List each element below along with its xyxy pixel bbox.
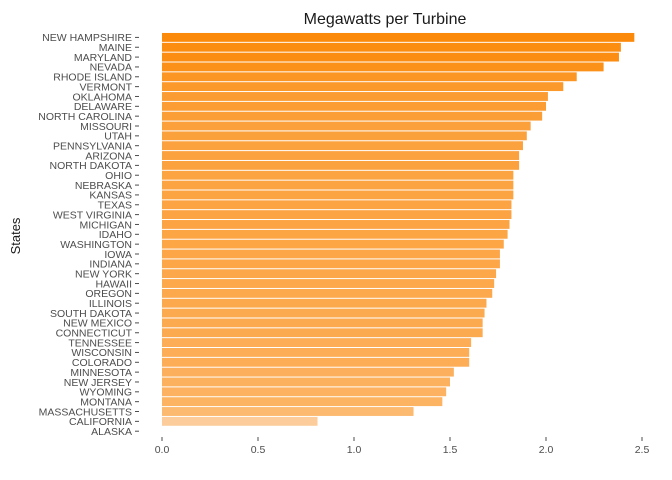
y-tick-label-maryland: MARYLAND bbox=[74, 52, 133, 64]
y-tick-label-ohio: OHIO bbox=[105, 170, 132, 182]
bar-maine bbox=[162, 42, 621, 52]
y-tick-label-idaho: IDAHO bbox=[99, 229, 132, 241]
y-tick-label-utah: UTAH bbox=[104, 131, 132, 143]
bar-connecticut bbox=[162, 328, 483, 338]
bar-wyoming bbox=[162, 387, 447, 397]
y-tick-label-washington: WASHINGTON bbox=[60, 239, 132, 251]
bar-hawaii bbox=[162, 279, 495, 288]
bar-washington bbox=[162, 239, 504, 249]
bar-pennsylvania bbox=[162, 141, 523, 151]
y-tick-label-north-dakota: NORTH DAKOTA bbox=[50, 160, 132, 172]
y-tick-label-minnesota: MINNESOTA bbox=[70, 367, 132, 379]
bar-indiana bbox=[162, 259, 500, 269]
y-tick-label-maine: MAINE bbox=[99, 42, 132, 54]
bar-tennessee bbox=[162, 338, 472, 348]
y-tick-label-new-york: NEW YORK bbox=[75, 268, 132, 280]
bar-texas bbox=[162, 200, 512, 210]
y-tick-label-wyoming: WYOMING bbox=[80, 387, 133, 399]
y-tick-label-nevada: NEVADA bbox=[90, 62, 132, 74]
bars-group bbox=[162, 32, 635, 426]
bar-minnesota bbox=[162, 367, 454, 377]
y-axis-title: States bbox=[8, 217, 23, 254]
bar-delaware bbox=[162, 101, 546, 111]
x-axis: 0.0 0.5 1.0 1.5 2.0 2.5 bbox=[155, 437, 650, 456]
bar-new-mexico bbox=[162, 318, 483, 328]
y-tick-label-tennessee: TENNESSEE bbox=[68, 337, 132, 349]
bar-new-york bbox=[162, 269, 497, 279]
y-tick-label-montana: MONTANA bbox=[80, 396, 132, 408]
bar-arizona bbox=[162, 151, 520, 160]
bar-iowa bbox=[162, 249, 500, 259]
y-tick-label-missouri: MISSOURI bbox=[80, 121, 132, 133]
y-tick-label-alaska: ALASKA bbox=[91, 426, 132, 438]
bar-wisconsin bbox=[162, 348, 470, 357]
y-tick-label-new-hampshire: NEW HAMPSHIRE bbox=[42, 32, 132, 44]
y-tick-label-indiana: INDIANA bbox=[89, 259, 132, 271]
bar-ohio bbox=[162, 170, 514, 180]
bar-new-jersey bbox=[162, 377, 450, 387]
y-tick-label-arizona: ARIZONA bbox=[85, 150, 132, 162]
y-tick-label-west-virginia: WEST VIRGINIA bbox=[53, 209, 132, 221]
y-tick-label-new-jersey: NEW JERSEY bbox=[64, 377, 132, 389]
y-tick-label-kansas: KANSAS bbox=[89, 190, 132, 202]
bar-new-hampshire bbox=[162, 32, 635, 42]
y-tick-label-oklahoma: OKLAHOMA bbox=[72, 91, 132, 103]
y-tick-label-wisconsin: WISCONSIN bbox=[71, 347, 132, 359]
y-tick-label-massachusetts: MASSACHUSETTS bbox=[39, 406, 132, 418]
bar-maryland bbox=[162, 52, 619, 62]
bar-oregon bbox=[162, 288, 493, 298]
y-tick-label-hawaii: HAWAII bbox=[95, 278, 132, 290]
x-tick-label: 2.5 bbox=[635, 444, 650, 456]
bar-idaho bbox=[162, 229, 508, 239]
x-tick-label: 1.0 bbox=[347, 444, 362, 456]
y-tick-label-colorado: COLORADO bbox=[72, 357, 132, 369]
y-tick-label-vermont: VERMONT bbox=[80, 81, 133, 93]
bar-illinois bbox=[162, 298, 487, 308]
bar-montana bbox=[162, 397, 443, 407]
bar-colorado bbox=[162, 357, 470, 367]
y-tick-label-pennsylvania: PENNSYLVANIA bbox=[53, 141, 132, 153]
bar-vermont bbox=[162, 82, 564, 92]
y-tick-label-new-mexico: NEW MEXICO bbox=[63, 318, 132, 330]
bar-north-dakota bbox=[162, 160, 520, 170]
x-tick-label: 0.5 bbox=[251, 444, 266, 456]
x-tick-label: 2.0 bbox=[539, 444, 554, 456]
bar-west-virginia bbox=[162, 210, 512, 220]
bar-kansas bbox=[162, 190, 514, 200]
bar-rhode-island bbox=[162, 72, 577, 82]
bar-nebraska bbox=[162, 180, 514, 190]
bar-north-carolina bbox=[162, 111, 543, 121]
y-tick-label-south-dakota: SOUTH DAKOTA bbox=[50, 308, 132, 320]
y-tick-label-oregon: OREGON bbox=[85, 288, 132, 300]
y-tick-label-delaware: DELAWARE bbox=[74, 101, 132, 113]
y-tick-label-connecticut: CONNECTICUT bbox=[56, 328, 133, 340]
y-tick-label-rhode-island: RHODE ISLAND bbox=[53, 72, 132, 84]
bar-california bbox=[162, 416, 318, 426]
y-tick-label-illinois: ILLINOIS bbox=[89, 298, 132, 310]
bar-utah bbox=[162, 131, 527, 141]
y-tick-label-california: CALIFORNIA bbox=[69, 416, 132, 428]
y-tick-label-nebraska: NEBRASKA bbox=[75, 180, 132, 192]
y-tick-label-michigan: MICHIGAN bbox=[80, 219, 133, 231]
y-tick-label-north-carolina: NORTH CAROLINA bbox=[38, 111, 132, 123]
x-tick-label: 1.5 bbox=[443, 444, 458, 456]
bar-michigan bbox=[162, 220, 510, 229]
bar-missouri bbox=[162, 121, 531, 131]
bar-south-dakota bbox=[162, 308, 485, 318]
chart-title: Megawatts per Turbine bbox=[304, 11, 467, 28]
y-tick-label-texas: TEXAS bbox=[98, 200, 132, 212]
bar-nevada bbox=[162, 62, 604, 72]
bar-oklahoma bbox=[162, 92, 548, 101]
y-tick-label-iowa: IOWA bbox=[104, 249, 132, 261]
bar-massachusetts bbox=[162, 407, 414, 416]
x-tick-label: 0.0 bbox=[155, 444, 170, 456]
